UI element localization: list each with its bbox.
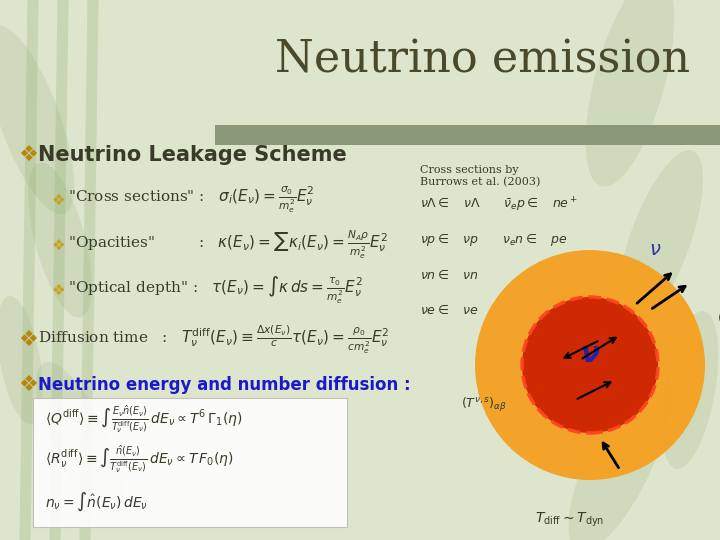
Text: ❖: ❖: [52, 282, 66, 298]
Text: ❖: ❖: [18, 375, 38, 395]
Ellipse shape: [0, 25, 74, 214]
Text: Diffusion time   :   $T_\nu^{\rm diff}(E_\nu) \equiv \frac{\Delta x(E_\nu)}{c}\t: Diffusion time : $T_\nu^{\rm diff}(E_\nu…: [38, 323, 390, 356]
Text: $(T^{\nu,s})_{\alpha\beta}$: $(T^{\nu,s})_{\alpha\beta}$: [462, 396, 507, 414]
Circle shape: [522, 297, 658, 433]
Text: ❖: ❖: [18, 145, 38, 165]
Text: Cross sections by
Burrows et al. (2003): Cross sections by Burrows et al. (2003): [420, 165, 541, 187]
Text: Neutrino energy and number diffusion :: Neutrino energy and number diffusion :: [38, 376, 410, 394]
Ellipse shape: [0, 296, 42, 424]
Ellipse shape: [36, 362, 124, 518]
Text: $\nu$: $\nu$: [649, 241, 661, 259]
Text: $\nu e \in\quad \nu e$: $\nu e \in\quad \nu e$: [420, 303, 479, 317]
Text: $\boldsymbol{\nu}$: $\boldsymbol{\nu}$: [580, 341, 600, 368]
Ellipse shape: [569, 368, 672, 540]
Ellipse shape: [586, 0, 674, 187]
Text: $(T^{\nu,s})_{\alpha\beta}$: $(T^{\nu,s})_{\alpha\beta}$: [717, 311, 720, 329]
Text: $T_{\rm diff} \sim T_{\rm dyn}$: $T_{\rm diff} \sim T_{\rm dyn}$: [535, 511, 605, 529]
Text: "Optical depth" :   $\tau(E_\nu) = \int \kappa\, ds = \frac{\tau_0}{m_e^2}E_\nu^: "Optical depth" : $\tau(E_\nu) = \int \k…: [68, 274, 363, 306]
Text: Neutrino Leakage Scheme: Neutrino Leakage Scheme: [38, 145, 347, 165]
Text: ❖: ❖: [52, 238, 66, 253]
Text: "Cross sections" :   $\sigma_i(E_\nu) = \frac{\sigma_0}{m_e^2}E_\nu^2$: "Cross sections" : $\sigma_i(E_\nu) = \f…: [68, 185, 315, 215]
Circle shape: [475, 250, 705, 480]
Text: $\langle Q^{\rm diff}\rangle \equiv \int \frac{E_\nu \hat{n}(E_\nu)}{T_\nu^{\rm : $\langle Q^{\rm diff}\rangle \equiv \int…: [45, 404, 243, 436]
Ellipse shape: [28, 163, 92, 318]
Text: ❖: ❖: [18, 330, 38, 350]
Ellipse shape: [617, 150, 703, 330]
Bar: [215, 125, 720, 145]
Text: ❖: ❖: [52, 192, 66, 207]
Ellipse shape: [662, 311, 719, 469]
Text: $n_\nu = \int \hat{n}(E_\nu)\, dE_\nu$: $n_\nu = \int \hat{n}(E_\nu)\, dE_\nu$: [45, 491, 148, 513]
Text: $\nu p \in\quad \nu p \qquad \nu_e n \in\quad pe$: $\nu p \in\quad \nu p \qquad \nu_e n \in…: [420, 232, 568, 248]
Text: Neutrino emission: Neutrino emission: [275, 38, 690, 82]
Text: $\langle R_\nu^{\rm diff}\rangle \equiv \int \frac{\hat{n}(E_\nu)}{T_\nu^{\rm di: $\langle R_\nu^{\rm diff}\rangle \equiv …: [45, 444, 234, 476]
Text: $\nu n \in\quad \nu n$: $\nu n \in\quad \nu n$: [420, 268, 479, 282]
FancyBboxPatch shape: [33, 398, 347, 527]
Text: "Opacities"         :   $\kappa(E_\nu) = \sum \kappa_i(E_\nu) = \frac{N_A\rho}{m: "Opacities" : $\kappa(E_\nu) = \sum \kap…: [68, 228, 388, 261]
Text: $\nu\Lambda \in\quad \nu\Lambda\qquad \bar{\nu}_e p \in\quad ne^+$: $\nu\Lambda \in\quad \nu\Lambda\qquad \b…: [420, 196, 578, 214]
